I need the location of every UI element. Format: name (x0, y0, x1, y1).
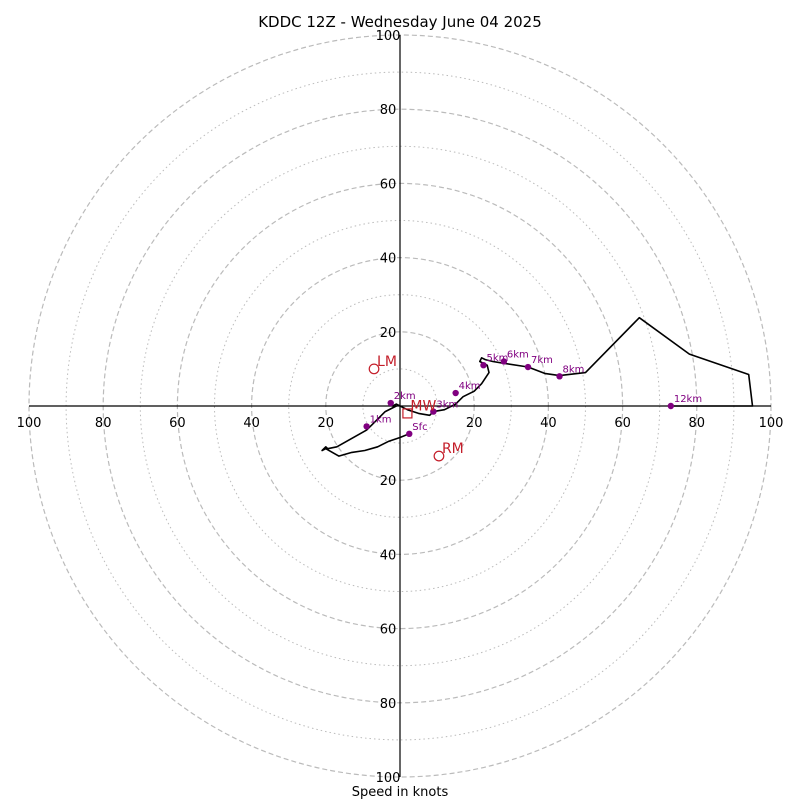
y-tick-label: 100 (376, 771, 401, 786)
x-tick-label: 40 (243, 416, 260, 431)
y-tick-label: 60 (380, 177, 397, 192)
storm-motion-label-MW: MW (410, 398, 436, 414)
height-marker-Sfc (406, 430, 413, 438)
height-label-2km: 2km (394, 391, 416, 402)
storm-motions: LM RM MW (368, 354, 464, 462)
x-tick-label: 100 (17, 416, 42, 431)
x-tick-label: 20 (466, 416, 483, 431)
storm-motion-label-LM: LM (377, 354, 397, 370)
storm-motion-LM (368, 363, 380, 375)
height-label-8km: 8km (563, 364, 585, 375)
y-tick-label: 40 (380, 548, 397, 563)
height-label-7km: 7km (531, 355, 553, 366)
height-marker-5km (480, 361, 487, 369)
height-marker-7km (524, 363, 532, 371)
height-marker-12km (667, 402, 675, 410)
height-marker-3km (430, 408, 437, 415)
height-label-1km: 1km (370, 414, 392, 425)
height-label-6km: 6km (507, 349, 529, 360)
y-tick-label: 80 (380, 697, 397, 712)
tick-labels: 100 80 60 40 20 20 40 60 80 100 100 80 60 40 20 20 40 60 8… (17, 29, 784, 786)
x-axis-label: Speed in knots (352, 785, 449, 800)
storm-motion-label-RM: RM (442, 441, 464, 457)
y-tick-label: 40 (380, 252, 397, 267)
y-tick-label: 20 (380, 326, 397, 341)
y-tick-label: 20 (380, 474, 397, 489)
x-tick-label: 40 (540, 416, 557, 431)
height-label-5km: 5km (486, 353, 508, 364)
height-label-4km: 4km (459, 381, 481, 392)
height-label-3km: 3km (436, 400, 458, 411)
height-marker-1km (363, 423, 370, 430)
chart-title: KDDC 12Z - Wednesday June 04 2025 (258, 13, 542, 31)
x-tick-label: 80 (95, 416, 112, 431)
x-tick-label: 80 (689, 416, 706, 431)
storm-motion-MW (402, 408, 413, 419)
height-label-12km: 12km (674, 394, 702, 405)
x-tick-label: 60 (169, 416, 186, 431)
x-tick-label: 20 (318, 416, 335, 431)
y-tick-label: 100 (376, 29, 401, 44)
height-marker-4km (452, 389, 459, 397)
height-label-Sfc: Sfc (412, 422, 427, 433)
x-tick-label: 100 (759, 416, 784, 431)
x-tick-label: 60 (614, 416, 631, 431)
height-marker-2km (387, 399, 394, 407)
y-tick-label: 80 (380, 103, 397, 118)
height-marker-6km (500, 358, 508, 365)
height-marker-8km (556, 373, 563, 380)
y-tick-label: 60 (380, 623, 397, 638)
storm-motion-RM (433, 450, 445, 462)
